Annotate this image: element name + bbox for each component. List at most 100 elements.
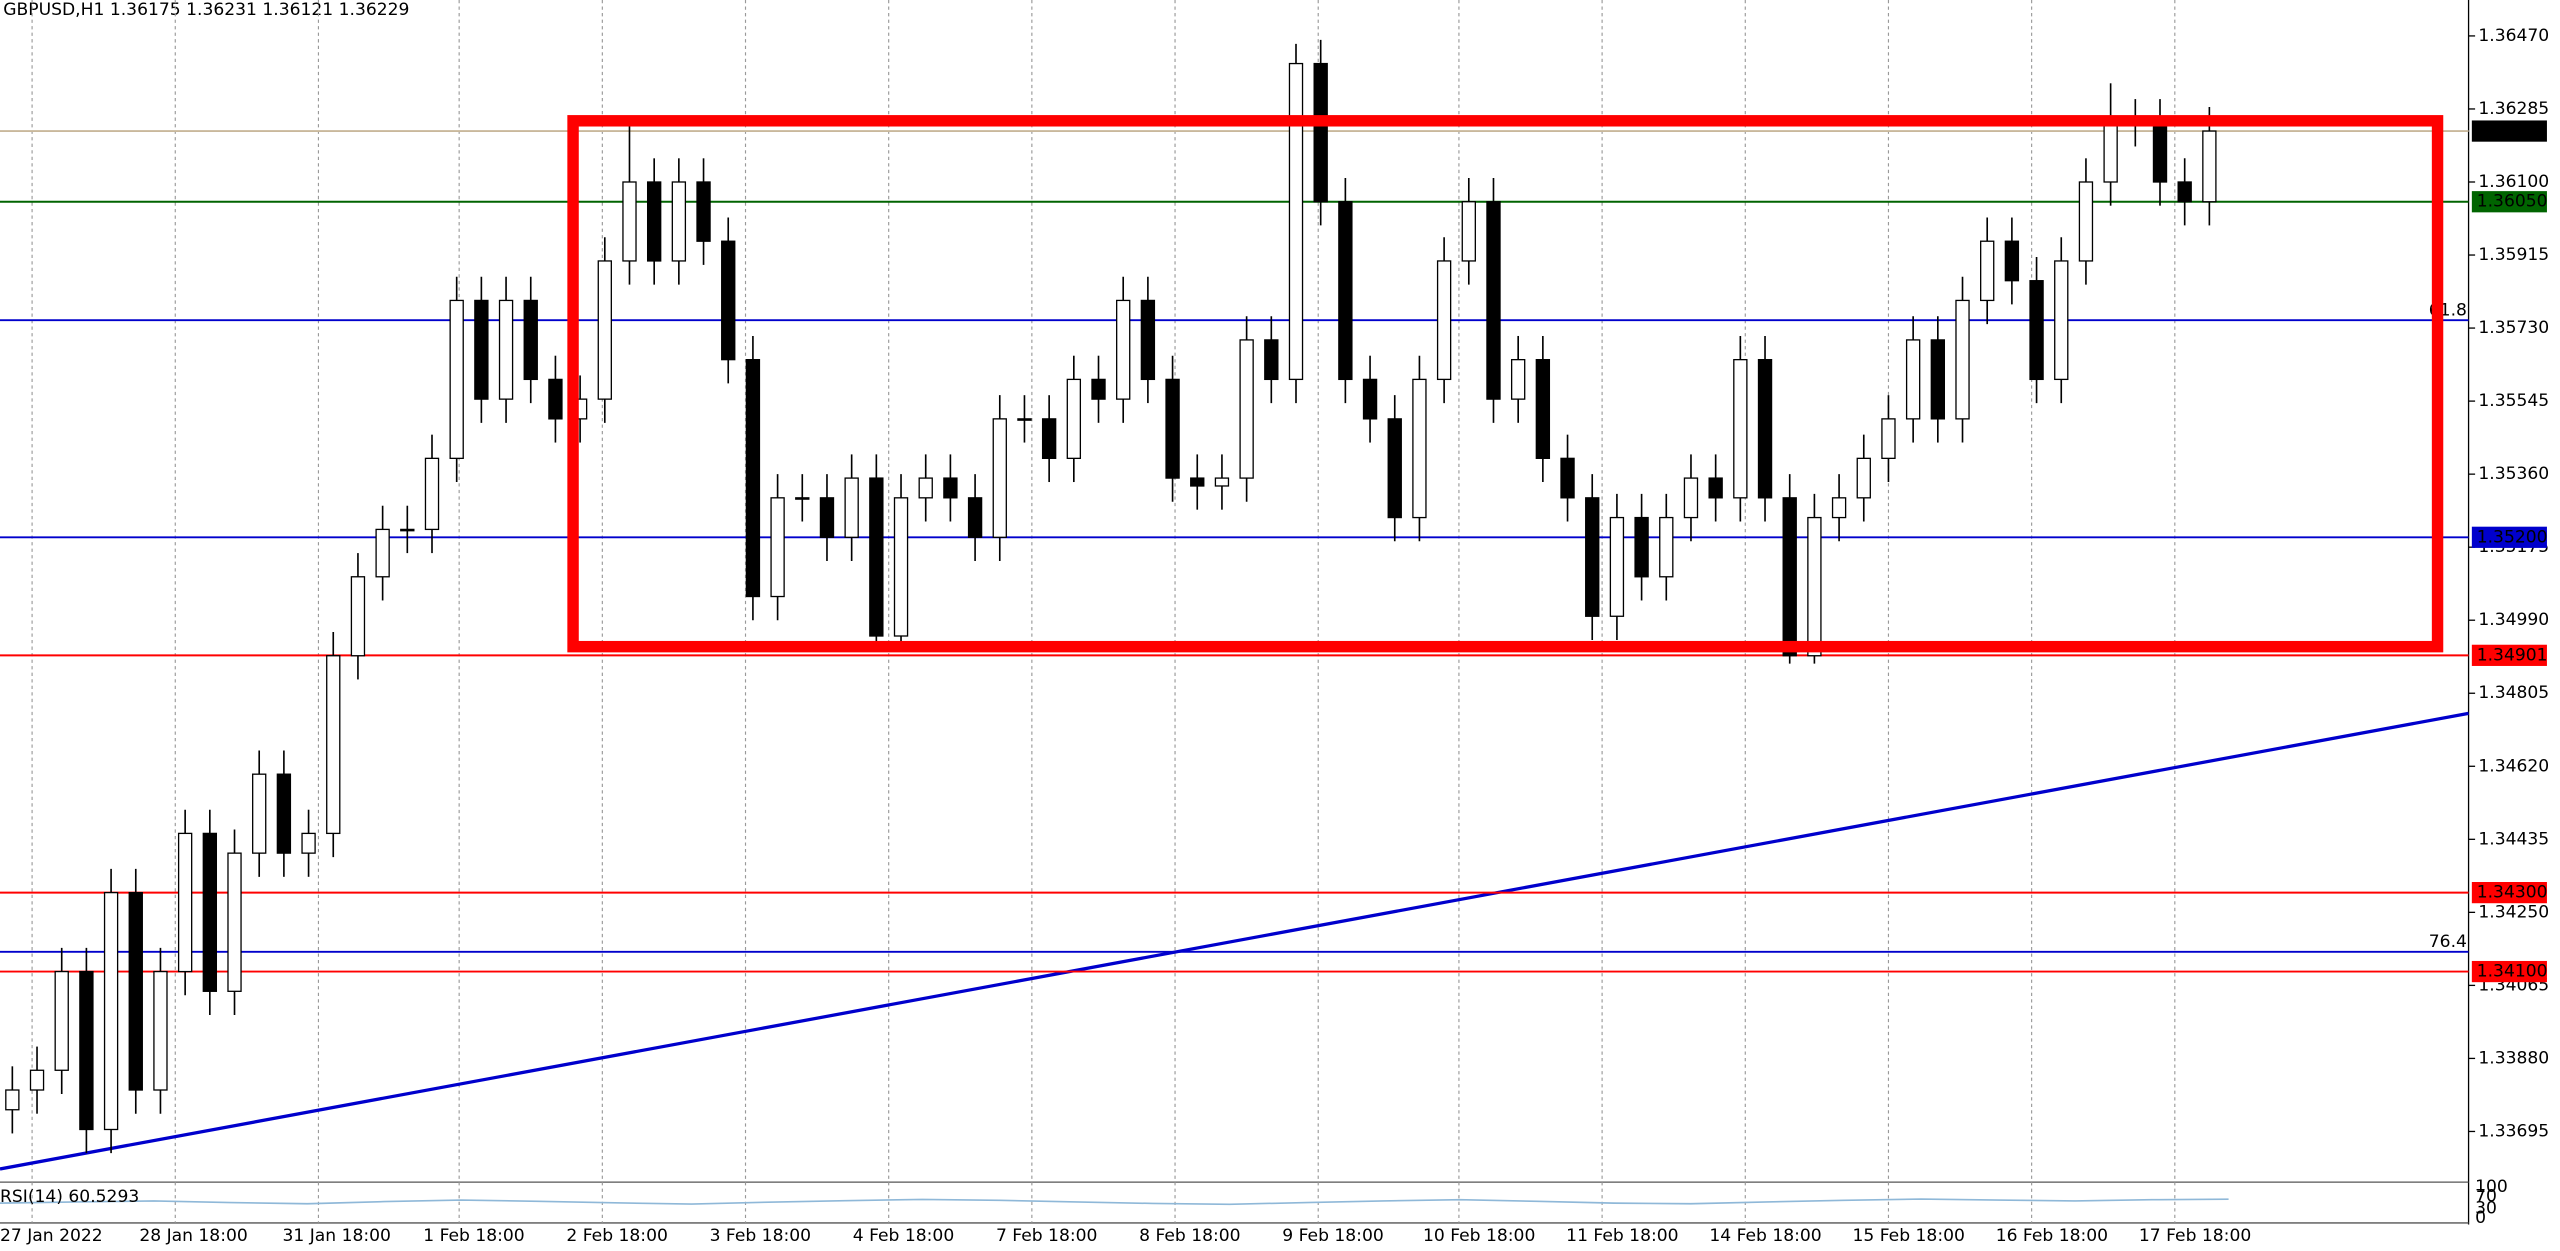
y-tick-label: 1.35915 bbox=[2478, 245, 2549, 265]
candle-body bbox=[79, 970, 94, 1131]
candle-body bbox=[252, 773, 267, 854]
candle-body bbox=[1017, 418, 1032, 421]
level-label-box bbox=[2471, 882, 2547, 904]
level-label: 1.34901 bbox=[2477, 645, 2548, 665]
candle-body bbox=[29, 1069, 45, 1091]
fib-label: 76.4 bbox=[2429, 932, 2467, 952]
candle-body bbox=[1807, 516, 1822, 657]
level-label-box bbox=[2471, 191, 2547, 213]
candle-body bbox=[1683, 477, 1699, 519]
candle-body bbox=[2177, 181, 2192, 203]
candle-body bbox=[1091, 378, 1106, 400]
candle-body bbox=[1560, 457, 1575, 499]
candle-body bbox=[745, 358, 761, 598]
rsi-tick-label: 70 bbox=[2475, 1186, 2497, 1206]
x-tick-label: 14 Feb 18:00 bbox=[1709, 1226, 1821, 1246]
candle-body bbox=[1140, 299, 1156, 381]
candle-body bbox=[1214, 477, 1230, 487]
y-tick-label: 1.34435 bbox=[2478, 829, 2549, 849]
candle-body bbox=[721, 240, 736, 361]
candle-body bbox=[1362, 378, 1378, 420]
candle-body bbox=[1066, 378, 1082, 460]
candle-body bbox=[918, 477, 933, 499]
y-tick-label: 1.36100 bbox=[2478, 172, 2549, 192]
candle-body bbox=[424, 457, 440, 531]
candle-body bbox=[1041, 418, 1057, 460]
candle-body bbox=[992, 418, 1007, 538]
y-tick-label: 1.33880 bbox=[2478, 1048, 2549, 1068]
candle-body bbox=[1338, 201, 1353, 381]
candle-body bbox=[1955, 299, 1970, 420]
candle-body bbox=[5, 1089, 20, 1111]
candle-body bbox=[1585, 497, 1600, 617]
candle-body bbox=[1831, 497, 1847, 519]
candle-body bbox=[2029, 280, 2044, 381]
candle-body bbox=[1387, 418, 1402, 519]
candle-body bbox=[276, 773, 292, 854]
candle-body bbox=[1313, 62, 1328, 203]
candle-body bbox=[622, 181, 637, 262]
level-label: 1.36050 bbox=[2477, 192, 2548, 212]
candle-body bbox=[128, 891, 143, 1091]
candle-body bbox=[350, 576, 366, 657]
level-label: 1.34300 bbox=[2477, 883, 2548, 903]
candle-body bbox=[1239, 339, 1254, 479]
y-tick-label: 1.36470 bbox=[2478, 26, 2549, 46]
x-tick-label: 10 Feb 18:00 bbox=[1423, 1226, 1535, 1246]
level-label: 1.36229 bbox=[2477, 121, 2548, 141]
x-tick-label: 2 Feb 18:00 bbox=[566, 1226, 667, 1246]
y-tick-label: 1.35730 bbox=[2478, 318, 2549, 338]
x-tick-label: 1 Feb 18:00 bbox=[423, 1226, 524, 1246]
candle-body bbox=[1757, 358, 1773, 499]
candle-body bbox=[1486, 201, 1501, 400]
candle-body bbox=[671, 181, 687, 262]
x-tick-label: 4 Feb 18:00 bbox=[853, 1226, 954, 1246]
level-label-box bbox=[2471, 526, 2547, 548]
x-tick-label: 31 Jan 18:00 bbox=[283, 1226, 391, 1246]
candle-body bbox=[1881, 418, 1896, 460]
x-tick-label: 3 Feb 18:00 bbox=[710, 1226, 811, 1246]
trendline bbox=[0, 711, 2469, 1171]
candle-body bbox=[2004, 240, 2020, 282]
candle-body bbox=[301, 832, 316, 854]
candle-body bbox=[1288, 62, 1304, 381]
candle-body bbox=[54, 970, 69, 1071]
level-label-box bbox=[2471, 644, 2547, 666]
candle-body bbox=[498, 299, 514, 400]
candle-body bbox=[1733, 358, 1748, 499]
candle-body bbox=[1634, 516, 1649, 578]
candle-body bbox=[1535, 358, 1551, 460]
candle-body bbox=[943, 477, 958, 499]
candle-body bbox=[103, 891, 119, 1131]
candle-body bbox=[1905, 339, 1921, 420]
candle-body bbox=[548, 378, 563, 420]
x-tick-label: 15 Feb 18:00 bbox=[1853, 1226, 1965, 1246]
x-tick-label: 7 Feb 18:00 bbox=[996, 1226, 1097, 1246]
x-tick-label: 9 Feb 18:00 bbox=[1282, 1226, 1383, 1246]
y-tick-label: 1.33695 bbox=[2478, 1121, 2549, 1141]
y-tick-label: 1.36285 bbox=[2478, 99, 2549, 119]
candle-body bbox=[2103, 122, 2118, 183]
y-tick-label: 1.34250 bbox=[2478, 902, 2549, 922]
rsi-tick-label: 0 bbox=[2475, 1208, 2486, 1228]
y-tick-label: 1.34805 bbox=[2478, 683, 2549, 703]
candle-body bbox=[1609, 516, 1625, 617]
candle-body bbox=[1708, 477, 1723, 499]
candle-body bbox=[202, 832, 218, 992]
candle-body bbox=[844, 477, 859, 538]
x-tick-label: 16 Feb 18:00 bbox=[1996, 1226, 2108, 1246]
candle-body bbox=[795, 497, 810, 500]
level-label-box bbox=[2471, 120, 2547, 142]
y-tick-label: 1.35545 bbox=[2478, 391, 2549, 411]
rsi-tick-label: 100 bbox=[2475, 1177, 2508, 1197]
x-tick-label: 11 Feb 18:00 bbox=[1566, 1226, 1678, 1246]
level-label: 1.34100 bbox=[2477, 962, 2548, 982]
candle-body bbox=[523, 299, 538, 381]
candle-body bbox=[1782, 497, 1797, 657]
candle-body bbox=[449, 299, 464, 460]
candle-body bbox=[1165, 378, 1180, 479]
candle-body bbox=[869, 477, 884, 637]
candle-body bbox=[1264, 339, 1279, 381]
